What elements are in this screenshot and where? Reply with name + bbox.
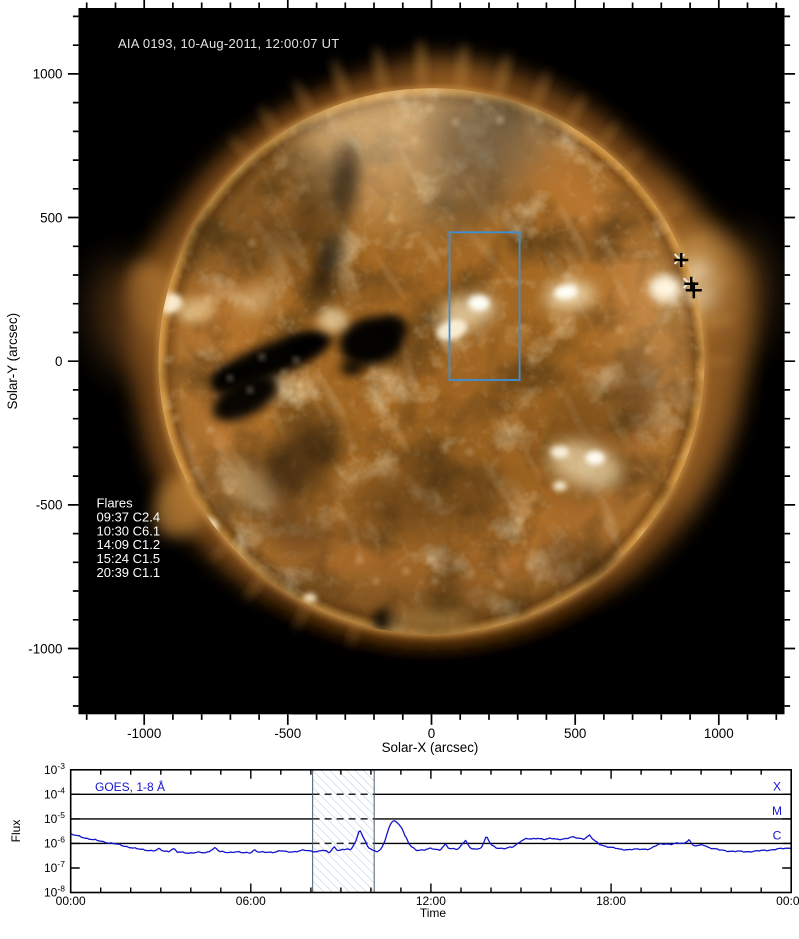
svg-text:10-4: 10-4 (44, 785, 65, 801)
svg-text:10:30 C6.1: 10:30 C6.1 (97, 523, 161, 538)
svg-text:00:00: 00:00 (776, 894, 799, 908)
svg-text:Solar-X (arcsec): Solar-X (arcsec) (382, 740, 479, 755)
svg-text:15:24 C1.5: 15:24 C1.5 (97, 551, 161, 566)
svg-text:1000: 1000 (704, 726, 734, 741)
svg-text:10-7: 10-7 (44, 859, 65, 875)
svg-text:10-6: 10-6 (44, 834, 65, 850)
svg-text:-500: -500 (274, 726, 301, 741)
svg-text:Flares: Flares (97, 496, 134, 511)
svg-text:C: C (773, 828, 782, 842)
svg-text:10-5: 10-5 (44, 810, 65, 826)
svg-text:X: X (773, 779, 781, 793)
svg-text:AIA 0193, 10-Aug-2011, 12:00:0: AIA 0193, 10-Aug-2011, 12:00:07 UT (118, 36, 339, 51)
svg-text:14:09 C1.2: 14:09 C1.2 (97, 537, 161, 552)
svg-text:1000: 1000 (33, 67, 63, 82)
svg-text:-500: -500 (36, 498, 63, 513)
svg-text:M: M (772, 804, 782, 818)
svg-text:Flux: Flux (9, 820, 23, 843)
svg-text:06:00: 06:00 (236, 894, 266, 908)
svg-text:20:39 C1.1: 20:39 C1.1 (97, 565, 161, 580)
svg-text:00:00: 00:00 (56, 894, 86, 908)
svg-text:Solar-Y (arcsec): Solar-Y (arcsec) (5, 313, 20, 410)
svg-text:Time: Time (420, 906, 447, 920)
svg-text:0: 0 (55, 354, 62, 369)
svg-text:500: 500 (40, 210, 62, 225)
svg-text:GOES, 1-8 Å: GOES, 1-8 Å (95, 779, 165, 794)
svg-text:500: 500 (564, 726, 586, 741)
svg-text:18:00: 18:00 (596, 894, 626, 908)
svg-text:09:37 C2.4: 09:37 C2.4 (97, 509, 161, 524)
svg-text:-1000: -1000 (127, 726, 161, 741)
svg-text:0: 0 (428, 726, 435, 741)
svg-text:10-3: 10-3 (44, 761, 65, 777)
svg-text:-1000: -1000 (28, 641, 62, 656)
svg-text:12:00: 12:00 (416, 894, 446, 908)
